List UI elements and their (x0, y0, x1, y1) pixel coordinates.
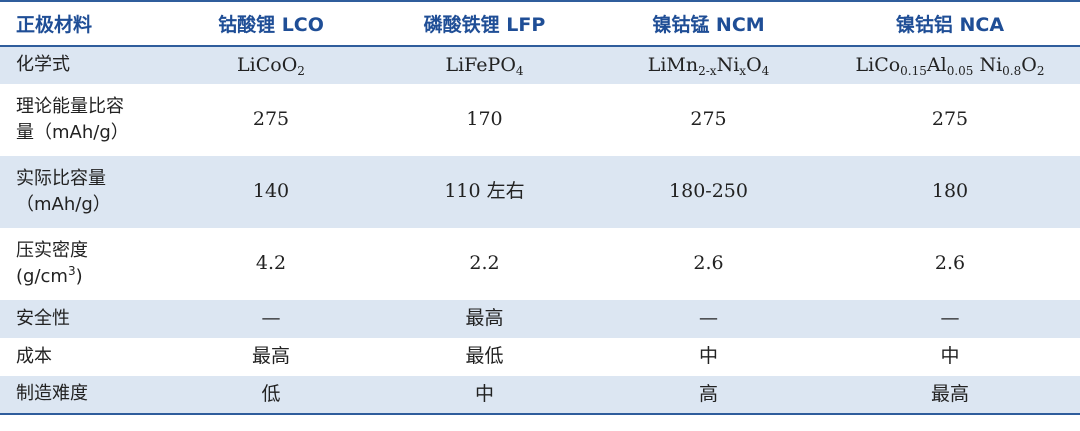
row-label: 制造难度 (16, 383, 88, 405)
row-actual-capacity: 实际比容量 （mAh/g） 140 110 左右 180-250 180 (0, 156, 1080, 228)
row-label: 安全性 (16, 307, 70, 329)
row-label: 化学式 (16, 54, 70, 76)
header-lfp: 磷酸铁锂 LFP (423, 14, 546, 36)
row-manufacturing-difficulty: 制造难度 低 中 高 最高 (0, 376, 1080, 414)
table-cell: 高 (698, 382, 718, 405)
formula-lco: LiCoO2 (237, 53, 305, 78)
table-cell: 2.2 (469, 252, 500, 275)
formula-nca: LiCo0.15Al0.05 Ni0.8O2 (855, 53, 1045, 78)
row-label: 成本 (16, 345, 52, 367)
table-cell: 低 (261, 382, 281, 405)
table-cell: 最高 (251, 345, 290, 368)
formula-ncm: LiMn2-xNixO4 (647, 53, 770, 78)
row-cost: 成本 最高 最低 中 中 (0, 338, 1080, 376)
row-label: 理论能量比容 量（mAh/g） (16, 95, 129, 143)
header-row: 正极材料 钴酸锂 LCO 磷酸铁锂 LFP 镍钴锰 NCM 镍钴铝 NCA (0, 1, 1080, 46)
table-cell: 275 (690, 108, 727, 131)
table-cell: 170 (466, 108, 503, 131)
row-safety: 安全性 — 最高 — — (0, 300, 1080, 338)
table-cell: 中 (698, 345, 718, 368)
table-cell: 中 (940, 345, 960, 368)
row-formula: 化学式 LiCoO2 LiFePO4 LiMn2-xNixO4 LiCo0.15… (0, 46, 1080, 84)
table-cell: 最低 (465, 345, 504, 368)
header-ncm: 镍钴锰 NCM (652, 14, 765, 36)
row-compaction-density: 压实密度 (g/cm3) 4.2 2.2 2.6 2.6 (0, 228, 1080, 300)
table-cell: 中 (474, 382, 494, 405)
table-cell: 2.6 (934, 252, 966, 275)
table-cell: 180-250 (669, 180, 748, 203)
table-cell: 180 (931, 180, 969, 203)
table-cell: — (261, 307, 281, 330)
table-cell: 275 (252, 108, 290, 131)
table-cell: 最高 (465, 307, 504, 330)
table-cell: 275 (931, 108, 969, 131)
table-cell: 2.6 (693, 252, 724, 275)
row-label: 实际比容量 （mAh/g） (16, 167, 111, 215)
table-cell: 140 (252, 180, 290, 203)
formula-lfp: LiFePO4 (445, 53, 524, 78)
header-lco: 钴酸锂 LCO (218, 14, 324, 36)
table-cell: 110 左右 (444, 180, 525, 203)
header-material: 正极材料 (16, 14, 93, 36)
row-theoretical-capacity: 理论能量比容 量（mAh/g） 275 170 275 275 (0, 84, 1080, 156)
header-nca: 镍钴铝 NCA (895, 14, 1005, 36)
row-label: 压实密度 (g/cm3) (16, 239, 88, 287)
table-cell: — (699, 307, 718, 330)
table-cell: 最高 (930, 382, 969, 405)
table-cell: 4.2 (255, 252, 287, 275)
cathode-comparison-table: 正极材料 钴酸锂 LCO 磷酸铁锂 LFP 镍钴锰 NCM 镍钴铝 NCA 化学… (0, 1, 1080, 414)
table-cell: — (940, 307, 960, 330)
